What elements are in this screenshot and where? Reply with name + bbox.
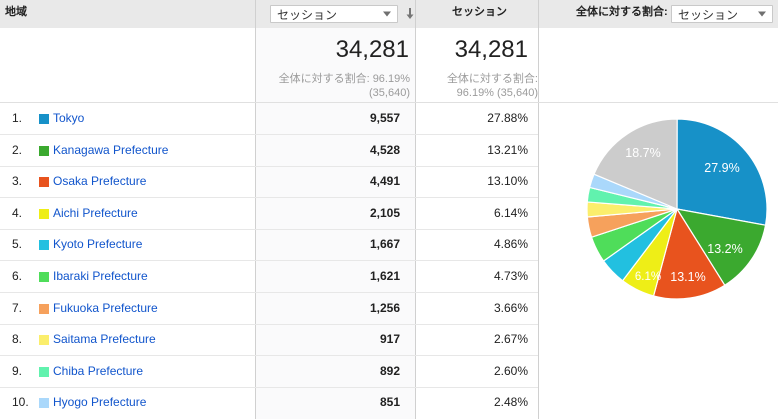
svg-text:13.2%: 13.2% bbox=[707, 242, 742, 256]
svg-text:13.1%: 13.1% bbox=[670, 270, 705, 284]
svg-text:18.7%: 18.7% bbox=[625, 146, 660, 160]
svg-text:27.9%: 27.9% bbox=[704, 161, 739, 175]
svg-text:6.1%: 6.1% bbox=[635, 271, 661, 283]
